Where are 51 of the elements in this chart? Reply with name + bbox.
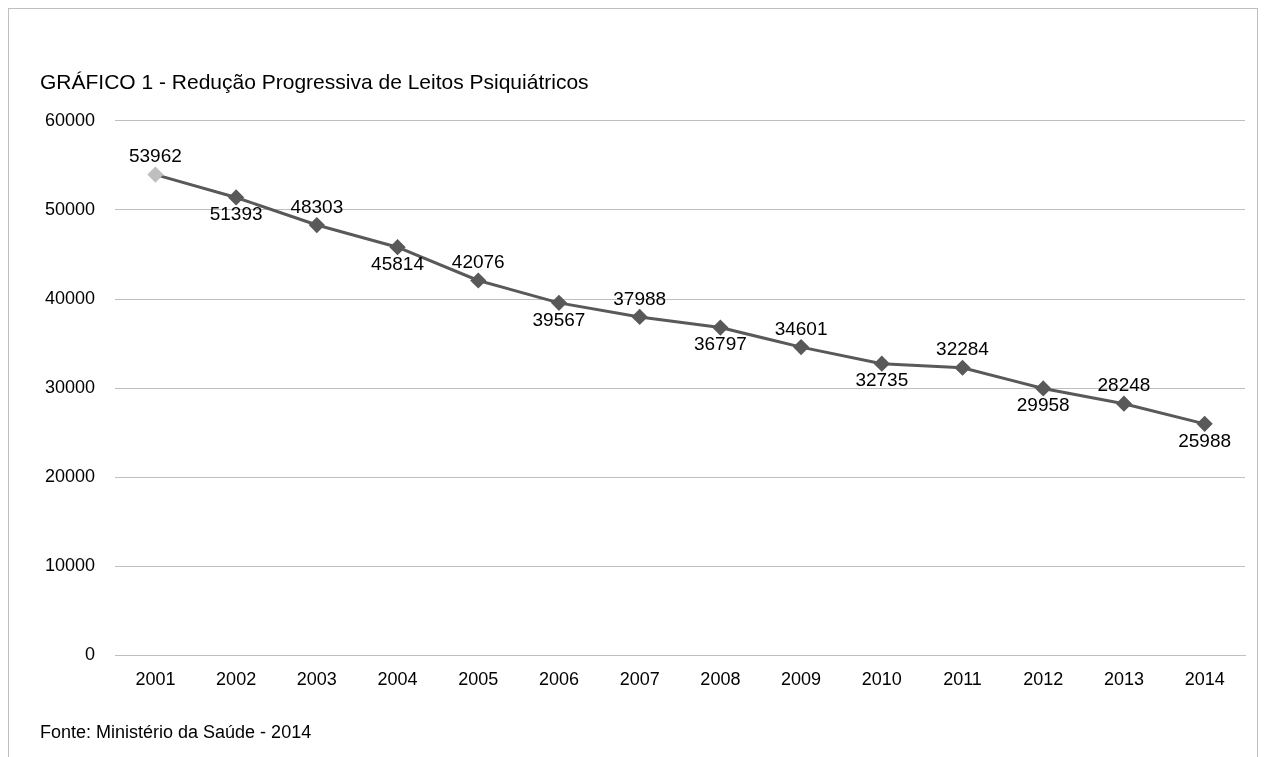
y-tick-label: 50000 [44,198,96,219]
y-tick-label: 40000 [44,287,96,308]
point [1116,396,1132,412]
x-tick-label: 2011 [943,669,982,690]
data-label: 48303 [290,195,344,217]
point [712,320,728,336]
data-label: 42076 [451,251,505,273]
data-label: 39567 [532,308,586,330]
x-tick-label: 2002 [216,669,257,690]
x-tick-label: 2001 [135,669,176,690]
data-label: 32735 [855,369,909,391]
x-tick-label: 2006 [538,669,579,690]
point [632,309,648,325]
y-tick-label: 10000 [44,555,96,576]
point [955,360,971,376]
x-tick-label: 2008 [700,669,741,690]
x-tick-label: 2014 [1184,669,1225,690]
data-label: 45814 [371,252,425,274]
data-label: 28248 [1097,374,1151,396]
x-tick-label: 2010 [861,669,902,690]
point [228,189,244,205]
point [1035,380,1051,396]
data-label: 37988 [613,287,667,309]
x-tick-label: 2012 [1023,669,1064,690]
x-tick-label: 2003 [296,669,337,690]
point [147,167,163,183]
x-tick-label: 2005 [458,669,499,690]
point [551,295,567,311]
chart-title: GRÁFICO 1 - Redução Progressiva de Leitos Psiquiátricos [40,70,589,94]
point [793,339,809,355]
point [470,273,486,288]
data-label: 36797 [693,333,747,355]
y-tick-label: 30000 [44,377,96,398]
data-label: 32284 [936,338,990,360]
y-tick-label: 60000 [44,109,96,130]
y-tick-label: 20000 [44,466,96,487]
data-label: 25988 [1178,429,1232,451]
point [1197,416,1213,432]
data-label: 51393 [209,203,263,225]
point [309,217,325,233]
data-label: 29958 [1016,394,1070,416]
source-note: Fonte: Ministério da Saúde - 2014 [40,722,312,743]
data-label: 53962 [128,145,182,167]
x-tick-label: 2013 [1103,669,1144,690]
point [874,356,890,372]
x-tick-label: 2007 [619,669,660,690]
y-tick-label: 0 [85,644,96,665]
point [390,239,406,255]
x-tick-label: 2004 [377,669,418,690]
data-label: 34601 [774,317,828,339]
x-tick-label: 2009 [781,669,822,690]
